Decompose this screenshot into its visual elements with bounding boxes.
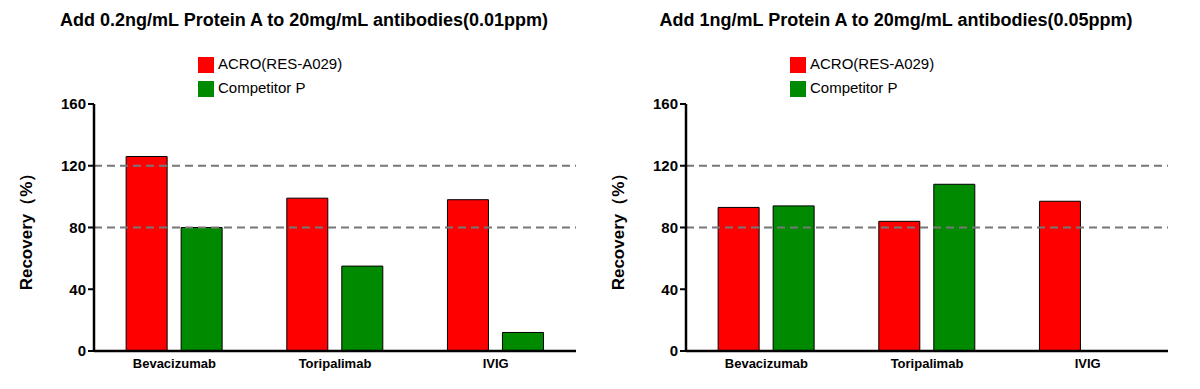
svg-text:120: 120 — [61, 157, 86, 174]
svg-text:Bevacizumab: Bevacizumab — [133, 356, 216, 371]
svg-text:80: 80 — [69, 219, 86, 236]
svg-text:IVIG: IVIG — [483, 356, 509, 371]
svg-text:120: 120 — [653, 157, 678, 174]
html-text:ACRO(RES-A029): ACRO(RES-A029) — [810, 55, 935, 72]
svg-text:160: 160 — [61, 95, 86, 112]
svg-text:160: 160 — [653, 95, 678, 112]
html-text:Competitor P: Competitor P — [218, 79, 306, 96]
html-text:Add 1ng/mL Protein A to 20mg/m: Add 1ng/mL Protein A to 20mg/mL antibodi… — [659, 10, 1133, 30]
html-text:ACRO(RES-A029): ACRO(RES-A029) — [218, 55, 343, 72]
svg-text:Recovery（%）: Recovery（%） — [609, 165, 628, 291]
svg-text:IVIG: IVIG — [1075, 356, 1101, 371]
svg-text:0: 0 — [670, 342, 678, 359]
svg-text:Bevacizumab: Bevacizumab — [725, 356, 808, 371]
svg-text:40: 40 — [661, 281, 678, 298]
svg-text:40: 40 — [69, 281, 86, 298]
svg-text:Toripalimab: Toripalimab — [299, 356, 372, 371]
html-text:Add 0.2ng/mL Protein A to 20mg: Add 0.2ng/mL Protein A to 20mg/mL antibo… — [60, 10, 548, 30]
svg-text:Toripalimab: Toripalimab — [891, 356, 964, 371]
svg-text:0: 0 — [78, 342, 86, 359]
html-text:Competitor P: Competitor P — [810, 79, 898, 96]
svg-text:80: 80 — [661, 219, 678, 236]
svg-text:Recovery（%）: Recovery（%） — [17, 165, 36, 291]
